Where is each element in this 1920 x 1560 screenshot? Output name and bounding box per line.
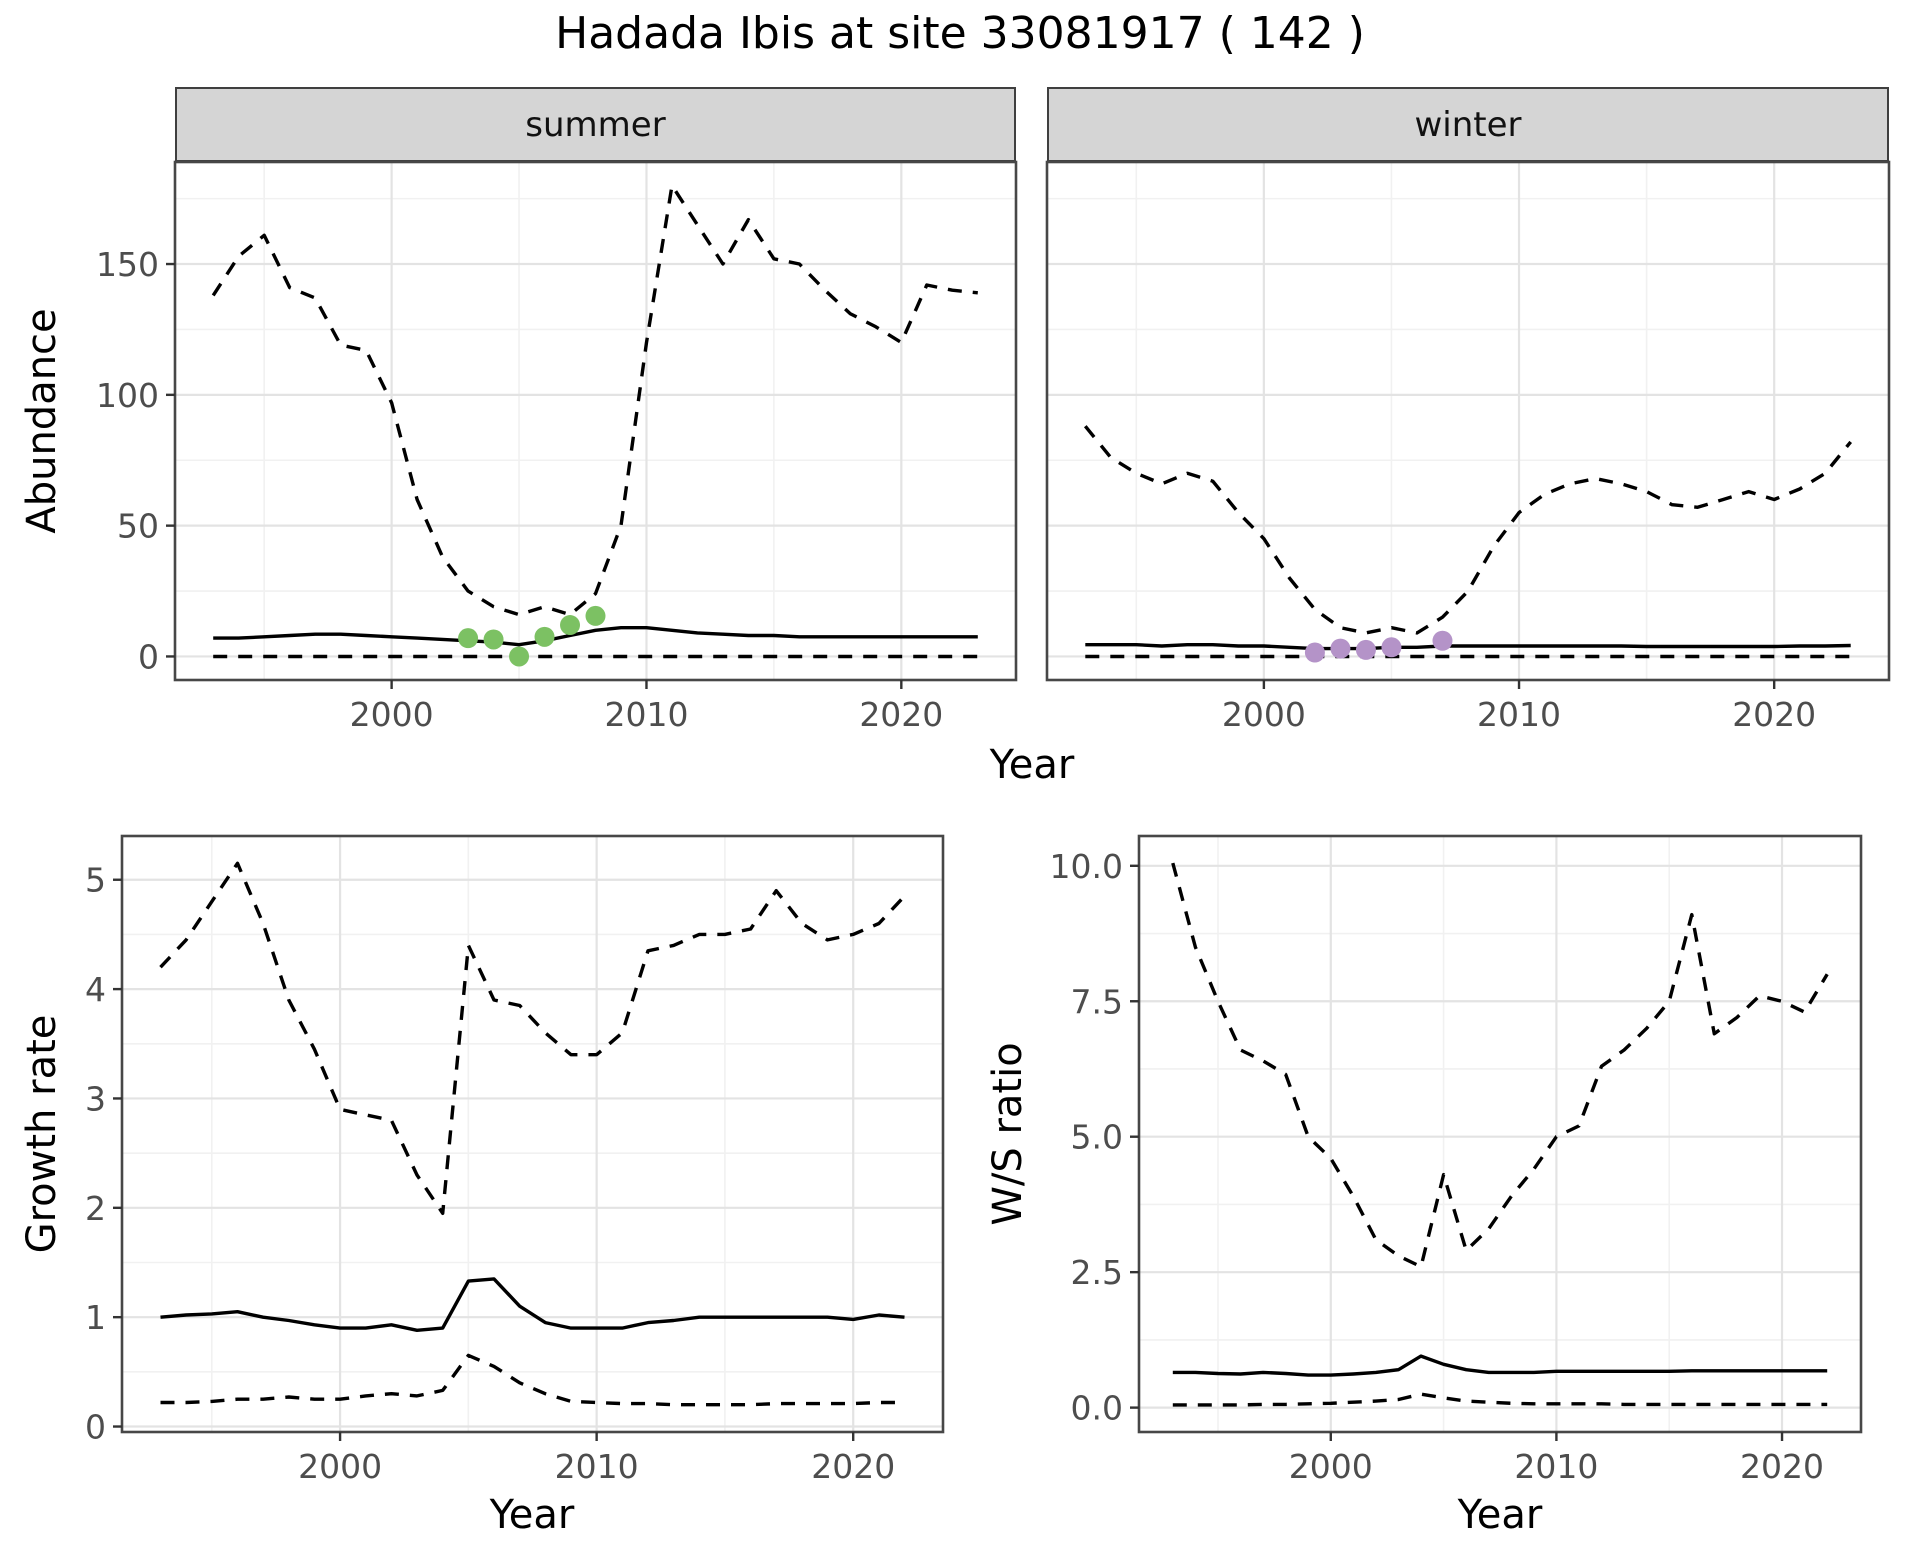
series-upper_ci — [1171, 862, 1829, 1269]
facet-strip-winter-label: winter — [1414, 104, 1522, 145]
y-tick-label: 0 — [85, 1408, 106, 1447]
chart-ws-ratio: 2000 2010 2020 0.0 2.5 5.0 7.5 10.0 — [1050, 834, 1863, 1486]
grid-major — [175, 162, 1016, 680]
series-upper_ci — [159, 861, 906, 1215]
y-tick-label: 0 — [138, 637, 159, 676]
x-tick-label: 2010 — [555, 1447, 639, 1486]
observed-counts-winter — [1304, 630, 1453, 663]
data-point — [534, 626, 555, 647]
facet-strip-summer: summer — [175, 87, 1016, 162]
y-tick-label: 3 — [85, 1079, 106, 1118]
x-tick-label: 2020 — [1740, 1447, 1824, 1486]
data-point — [1432, 630, 1453, 651]
grid-minor — [122, 836, 943, 1432]
x-axis-label-year-bottom-right: Year — [1457, 1492, 1543, 1538]
observed-counts-summer — [458, 605, 606, 667]
x-tick-label: 2020 — [1732, 695, 1816, 734]
x-axis-label-year-bottom-left: Year — [489, 1492, 575, 1538]
y-axis-label-abundance: Abundance — [19, 308, 65, 534]
panel-border — [1045, 160, 1891, 682]
chart-summer-abundance: 2000 2010 2020 0 50 100 150 — [96, 160, 1018, 734]
y-tick-label: 5.0 — [1071, 1118, 1123, 1157]
x-tick-label: 2000 — [1289, 1447, 1373, 1486]
panel-border — [120, 834, 945, 1434]
data-point — [1304, 642, 1325, 663]
axis-ticks — [113, 878, 855, 1441]
chart-growth-rate: 2000 2010 2020 0 1 2 3 4 5 — [85, 834, 945, 1486]
y-tick-label: 150 — [96, 245, 159, 284]
facet-strip-winter: winter — [1047, 87, 1889, 162]
series-median — [1172, 1354, 1828, 1377]
x-tick-label: 2000 — [350, 695, 434, 734]
y-tick-label: 2.5 — [1071, 1253, 1123, 1292]
axis-ticks — [166, 262, 903, 689]
grid-major — [1139, 836, 1861, 1432]
y-tick-label: 50 — [117, 507, 159, 546]
y-tick-label: 4 — [85, 970, 106, 1009]
x-tick-label: 2020 — [811, 1447, 895, 1486]
y-tick-label: 10.0 — [1050, 847, 1123, 886]
data-point — [483, 629, 504, 650]
y-axis-label-ws-ratio: W/S ratio — [985, 1042, 1031, 1226]
x-tick-label: 2010 — [604, 695, 688, 734]
x-tick-label: 2010 — [1477, 695, 1561, 734]
data-point — [585, 605, 606, 626]
y-tick-label: 7.5 — [1071, 982, 1123, 1021]
series-median — [1085, 643, 1851, 651]
data-point — [1355, 639, 1376, 660]
x-tick-label: 2010 — [1514, 1447, 1598, 1486]
data-point — [560, 615, 581, 636]
axis-ticks — [1262, 680, 1776, 689]
y-tick-label: 2 — [85, 1189, 106, 1228]
data-point — [1381, 637, 1402, 658]
grid-major — [122, 836, 943, 1432]
data-point — [458, 628, 479, 649]
series-lower_ci — [1172, 1392, 1828, 1407]
y-tick-label: 5 — [85, 861, 106, 900]
facet-strip-summer-label: summer — [525, 104, 666, 145]
series-median — [213, 626, 978, 647]
y-tick-label: 100 — [96, 376, 159, 415]
grid-minor — [1139, 836, 1861, 1432]
series-upper_ci — [1083, 425, 1853, 635]
chart-winter-abundance: 2000 2010 2020 — [1045, 160, 1891, 734]
panel-border — [1137, 834, 1863, 1434]
data-point — [509, 646, 530, 667]
series-lower_ci — [160, 1353, 905, 1407]
panel-border — [173, 160, 1018, 682]
axis-ticks — [1130, 864, 1784, 1441]
data-point — [1330, 638, 1351, 659]
series-upper_ci — [211, 183, 978, 617]
x-axis-label-year-top: Year — [989, 742, 1075, 788]
y-tick-label: 1 — [85, 1298, 106, 1337]
x-tick-label: 2000 — [1222, 695, 1306, 734]
x-tick-label: 2000 — [298, 1447, 382, 1486]
x-tick-label: 2020 — [859, 695, 943, 734]
grid-minor — [175, 162, 1016, 680]
figure-title: Hadada Ibis at site 33081917 ( 142 ) — [555, 8, 1365, 59]
series-median — [160, 1277, 905, 1332]
y-tick-label: 0.0 — [1071, 1389, 1123, 1428]
grid-major — [1047, 162, 1889, 680]
grid-minor — [1047, 162, 1889, 680]
